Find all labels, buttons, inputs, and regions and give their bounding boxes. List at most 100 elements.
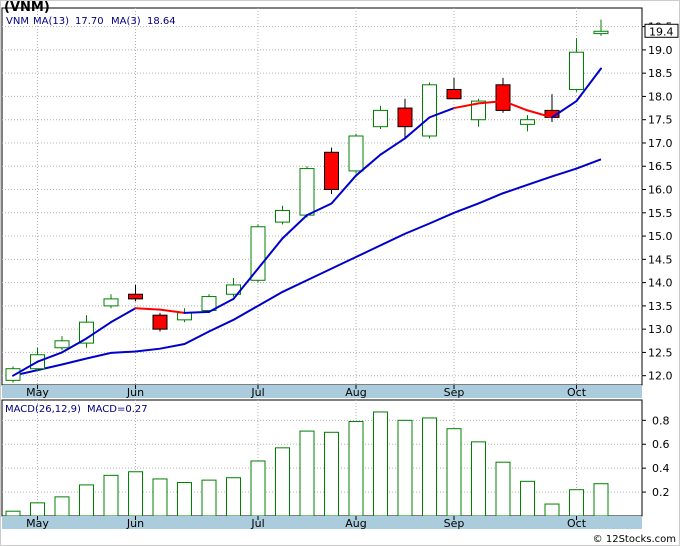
price-y-tick-label: 14.5 (648, 253, 673, 266)
price-x-tick-label: Sep (444, 386, 465, 399)
macd-bar (226, 477, 241, 517)
price-y-tick-label: 12.5 (648, 346, 673, 359)
price-x-tick-label: Jun (126, 386, 144, 399)
macd-y-tick-label: 0.4 (652, 462, 670, 475)
macd-bar (103, 474, 119, 517)
candle (250, 224, 266, 283)
macd-legend-value: MACD=0.27 (87, 404, 148, 415)
candle-body (397, 107, 413, 128)
macd-bar (397, 419, 413, 517)
candle-body (593, 30, 609, 35)
candle (54, 336, 70, 351)
ma3-segment (526, 109, 553, 119)
ma3-segment (355, 153, 382, 177)
macd-bar (177, 482, 192, 517)
macd-x-tick-label: Jul (250, 517, 264, 530)
candle (275, 205, 290, 225)
ma3-segment (306, 202, 333, 217)
candle (152, 312, 168, 332)
macd-bar (422, 417, 437, 517)
candle (348, 133, 364, 174)
price-x-tick-label: Aug (345, 386, 366, 399)
candle-body (324, 151, 339, 191)
macd-y-tick-label: 0.8 (652, 414, 670, 427)
legend-symbol: VNM (6, 16, 29, 27)
price-y-tick-label: 14.0 (648, 277, 673, 290)
legend-ma13-value: 17.70 (75, 16, 104, 27)
candle-body (250, 226, 266, 281)
ma3-segment (183, 310, 210, 314)
candle-body (275, 209, 290, 223)
price-y-tick-label: 17.0 (648, 137, 673, 150)
legend-ma13-label: MA(13) (33, 16, 69, 27)
price-x-tick-label: Oct (567, 386, 587, 399)
candle (128, 284, 143, 302)
candle-body (422, 84, 437, 137)
macd-bar (152, 478, 168, 517)
last-price-tag-box (644, 23, 679, 38)
candle-body (520, 119, 535, 125)
price-y-tick-label: 12.0 (648, 370, 673, 383)
candle (520, 115, 535, 132)
macd-x-tick-label: Aug (345, 517, 366, 530)
price-y-tick-label: 16.5 (648, 160, 673, 173)
price-y-tick-label: 15.5 (648, 207, 673, 220)
candle-body (373, 109, 388, 128)
macd-bar (593, 483, 609, 517)
macd-bars (5, 411, 609, 517)
macd-bar (5, 510, 21, 517)
candle (422, 82, 437, 139)
candle (397, 98, 413, 139)
candle-body (5, 368, 21, 381)
macd-x-tick-label: May (26, 517, 49, 530)
macd-bar (348, 421, 364, 517)
macd-bar (520, 480, 535, 517)
candle-body (446, 88, 462, 100)
ma3-segment (232, 267, 259, 300)
ma3-segment (61, 337, 88, 354)
ma3-segment (85, 321, 112, 340)
ma3-segment (257, 237, 284, 270)
ma3-segment (428, 107, 455, 119)
macd-bar (446, 428, 462, 517)
candle (593, 19, 609, 36)
candle (201, 294, 217, 313)
footer-credit: © 12Stocks.com (593, 534, 676, 545)
macd-x-tick-label: Sep (444, 517, 465, 530)
macd-bar (275, 447, 290, 517)
ma3-segment (281, 214, 308, 240)
price-x-tick-label: May (26, 386, 49, 399)
price-y-tick-label: 18.5 (648, 67, 673, 80)
candle-body (299, 168, 315, 216)
ma3-segment (502, 100, 529, 112)
price-y-tick-label: 18.0 (648, 90, 673, 103)
ma3-segment (110, 307, 137, 324)
price-y-tick-label: 17.5 (648, 114, 673, 127)
macd-plot-area (1, 399, 643, 517)
candle (103, 294, 119, 309)
price-y-tick-label: 13.5 (648, 300, 673, 313)
macd-bar (128, 471, 143, 517)
candle-body (152, 314, 168, 330)
candle-body (128, 293, 143, 300)
ma3-segment (12, 360, 39, 377)
candle (495, 77, 511, 113)
candle-body (569, 51, 584, 90)
candle-body (348, 135, 364, 172)
candle (5, 366, 21, 383)
macd-x-axis: May Jun Jul Aug Sep Oct (26, 516, 587, 530)
ma3-segment (159, 308, 186, 314)
ma13-polyline (12, 158, 602, 377)
price-y-tick-label: 13.0 (648, 323, 673, 336)
macd-bar (569, 489, 584, 517)
price-x-axis-band (2, 385, 642, 398)
macd-bar (373, 411, 388, 517)
candle (446, 77, 462, 100)
candle (324, 147, 339, 195)
price-panel: 12.0 12.5 13.0 13.5 14.0 14.5 15.0 15.5 16.0 16.5… (1, 0, 679, 399)
macd-bar (495, 461, 511, 517)
ma3-segment (453, 102, 480, 110)
macd-bar (471, 441, 486, 517)
ma3-segment (208, 297, 235, 313)
macd-y-axis: 0.2 0.4 0.6 0.8 (642, 414, 670, 499)
